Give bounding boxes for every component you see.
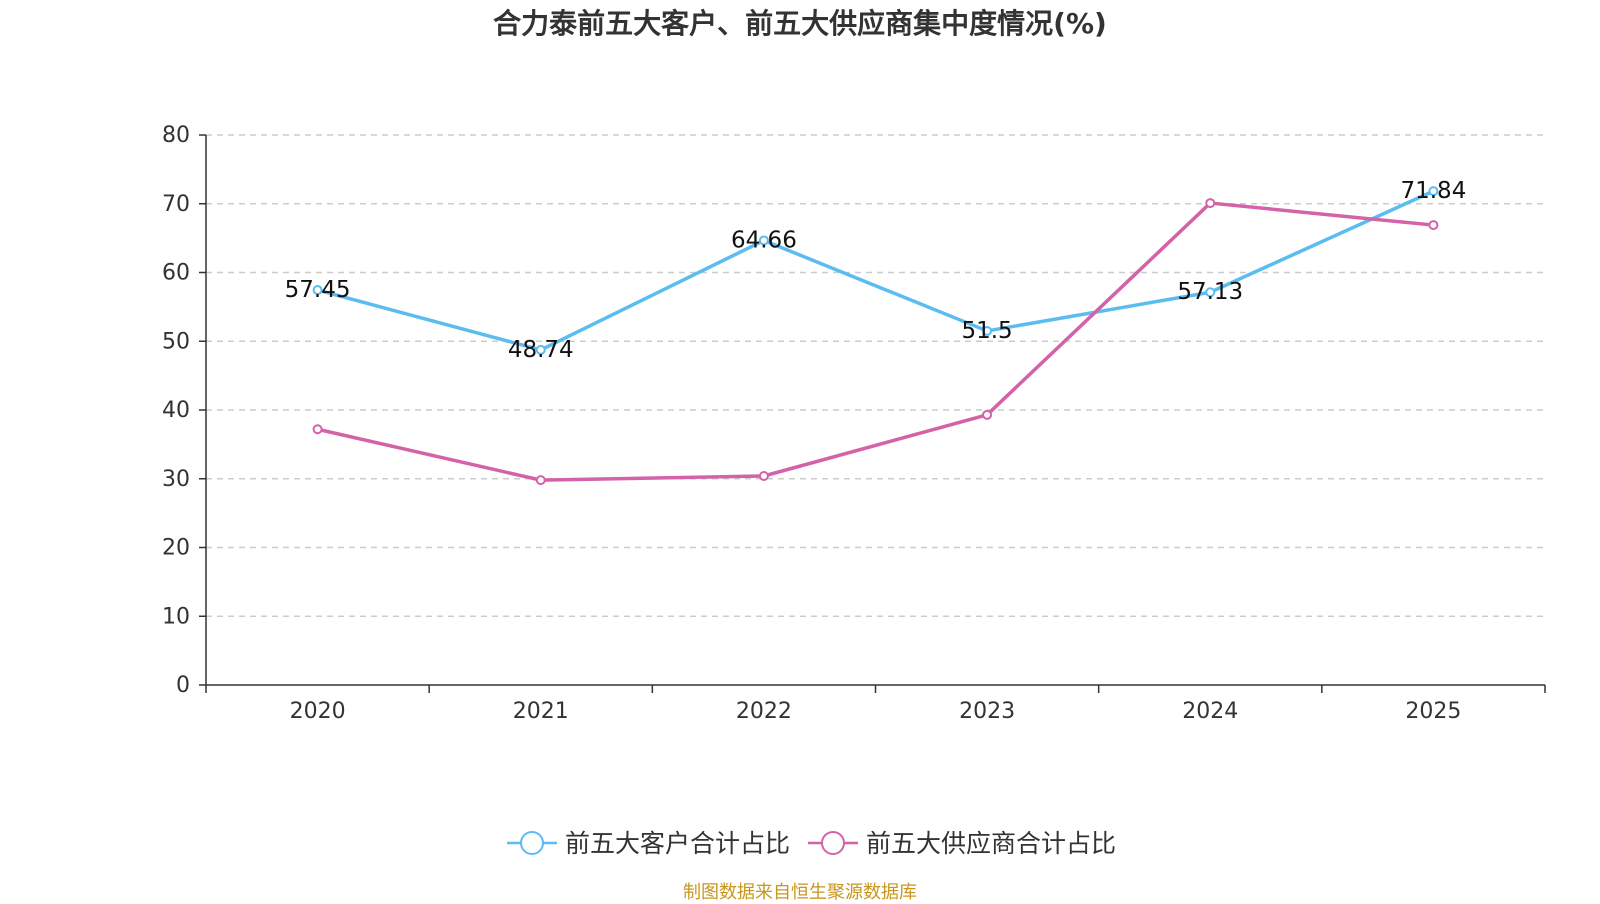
chart-title: 合力泰前五大客户、前五大供应商集中度情况(%) bbox=[493, 7, 1107, 40]
data-point bbox=[1428, 220, 1439, 231]
y-tick-label: 70 bbox=[162, 192, 190, 217]
grid-lines bbox=[206, 134, 1545, 617]
data-label: 57.13 bbox=[1177, 279, 1243, 305]
y-tick-label: 0 bbox=[176, 673, 190, 698]
legend-label: 前五大供应商合计占比 bbox=[866, 829, 1116, 858]
data-point bbox=[535, 475, 546, 486]
data-point bbox=[758, 471, 769, 481]
data-point bbox=[758, 235, 769, 246]
data-point bbox=[1428, 186, 1439, 197]
y-tick-label: 50 bbox=[162, 329, 190, 354]
data-point bbox=[1205, 198, 1216, 209]
y-tick-label: 80 bbox=[162, 123, 190, 148]
data-point bbox=[535, 344, 546, 355]
data-point bbox=[982, 409, 993, 420]
x-tick-label: 2023 bbox=[959, 699, 1015, 724]
data-point bbox=[1205, 287, 1216, 298]
axes: 0 10 20 30 40 50 60 70 80 2020 2021 2022 2023 2024 202… bbox=[162, 123, 1546, 724]
data-point bbox=[982, 325, 993, 336]
data-point bbox=[312, 285, 323, 296]
legend[interactable]: 前五大客户合计占比 前五大供应商合计占比 bbox=[507, 829, 1116, 858]
x-tick-label: 2021 bbox=[513, 699, 569, 724]
y-tick-label: 30 bbox=[162, 467, 190, 492]
data-label: 51.5 bbox=[961, 318, 1012, 344]
data-label: 48.74 bbox=[508, 337, 574, 363]
y-tick-label: 10 bbox=[162, 604, 190, 629]
legend-marker bbox=[821, 831, 845, 855]
y-tick-label: 20 bbox=[162, 536, 190, 561]
x-tick-label: 2024 bbox=[1182, 699, 1238, 724]
data-point bbox=[312, 424, 323, 435]
data-label: 71.84 bbox=[1400, 178, 1466, 204]
series-lines bbox=[312, 186, 1439, 486]
x-tick-label: 2020 bbox=[290, 699, 346, 724]
data-labels: 57.45 48.74 64.66 51.5 57.13 71.84 bbox=[285, 178, 1467, 363]
data-label: 64.66 bbox=[731, 227, 797, 253]
x-tick-label: 2025 bbox=[1405, 699, 1461, 724]
source-note: 制图数据来自恒生聚源数据库 bbox=[683, 882, 917, 900]
y-tick-label: 60 bbox=[162, 261, 190, 286]
series-line-1 bbox=[317, 189, 1435, 352]
x-tick-label: 2022 bbox=[736, 699, 792, 724]
legend-marker bbox=[520, 831, 544, 855]
y-tick-label: 40 bbox=[162, 398, 190, 423]
data-label: 57.45 bbox=[285, 277, 351, 303]
legend-label: 前五大客户合计占比 bbox=[565, 829, 790, 858]
legend-item-2[interactable]: 前五大供应商合计占比 bbox=[808, 829, 1116, 858]
series-line-2 bbox=[317, 201, 1434, 482]
legend-item-1[interactable]: 前五大客户合计占比 bbox=[507, 829, 790, 858]
